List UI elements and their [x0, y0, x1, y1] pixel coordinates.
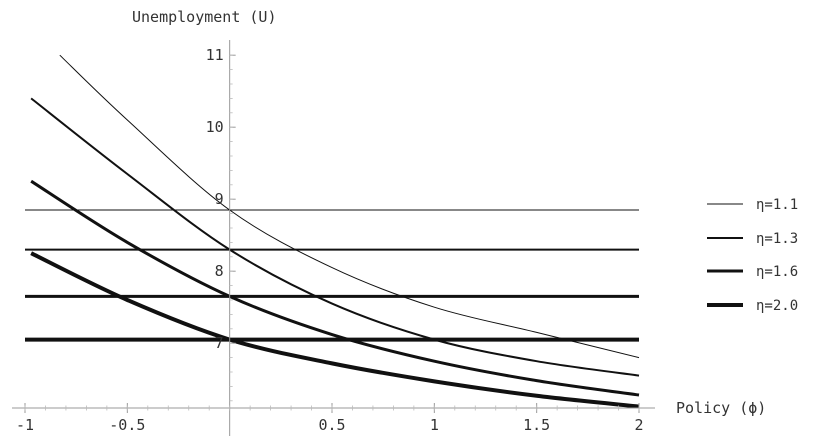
y-tick-label: 8: [215, 262, 224, 280]
legend-label-series-2: η=1.3: [756, 231, 798, 247]
y-tick-label: 9: [215, 190, 224, 208]
legend-label-series-3: η=1.6: [756, 264, 798, 280]
x-tick-label: 2: [634, 416, 643, 434]
y-tick-label: 10: [206, 118, 224, 136]
x-tick-label: 0.5: [318, 416, 345, 434]
x-axis-title: Policy (ϕ): [676, 399, 766, 417]
legend-label-series-4: η=2.0: [756, 298, 798, 314]
legend-label-series-1: η=1.1: [756, 197, 798, 213]
plot-lines: [25, 54, 640, 409]
curve-series-3: [30, 179, 640, 397]
curve-series-4: [30, 251, 640, 409]
curve-series-1: [59, 54, 640, 359]
x-tick-label: 1.5: [523, 416, 550, 434]
x-tick-label: -1: [16, 416, 34, 434]
y-axis-title: Unemployment (U): [132, 8, 277, 26]
x-tick-label: 1: [430, 416, 439, 434]
ticks: -1 -0.5 0.5 1 1.5 2 7 8 9 10 11: [16, 46, 644, 434]
legend: η=1.1 η=1.3 η=1.6 η=2.0: [707, 197, 798, 314]
curve-series-2: [30, 97, 640, 377]
y-tick-label: 7: [215, 334, 224, 352]
x-tick-label: -0.5: [109, 416, 145, 434]
y-tick-label: 11: [206, 46, 224, 64]
axes: [12, 40, 655, 436]
